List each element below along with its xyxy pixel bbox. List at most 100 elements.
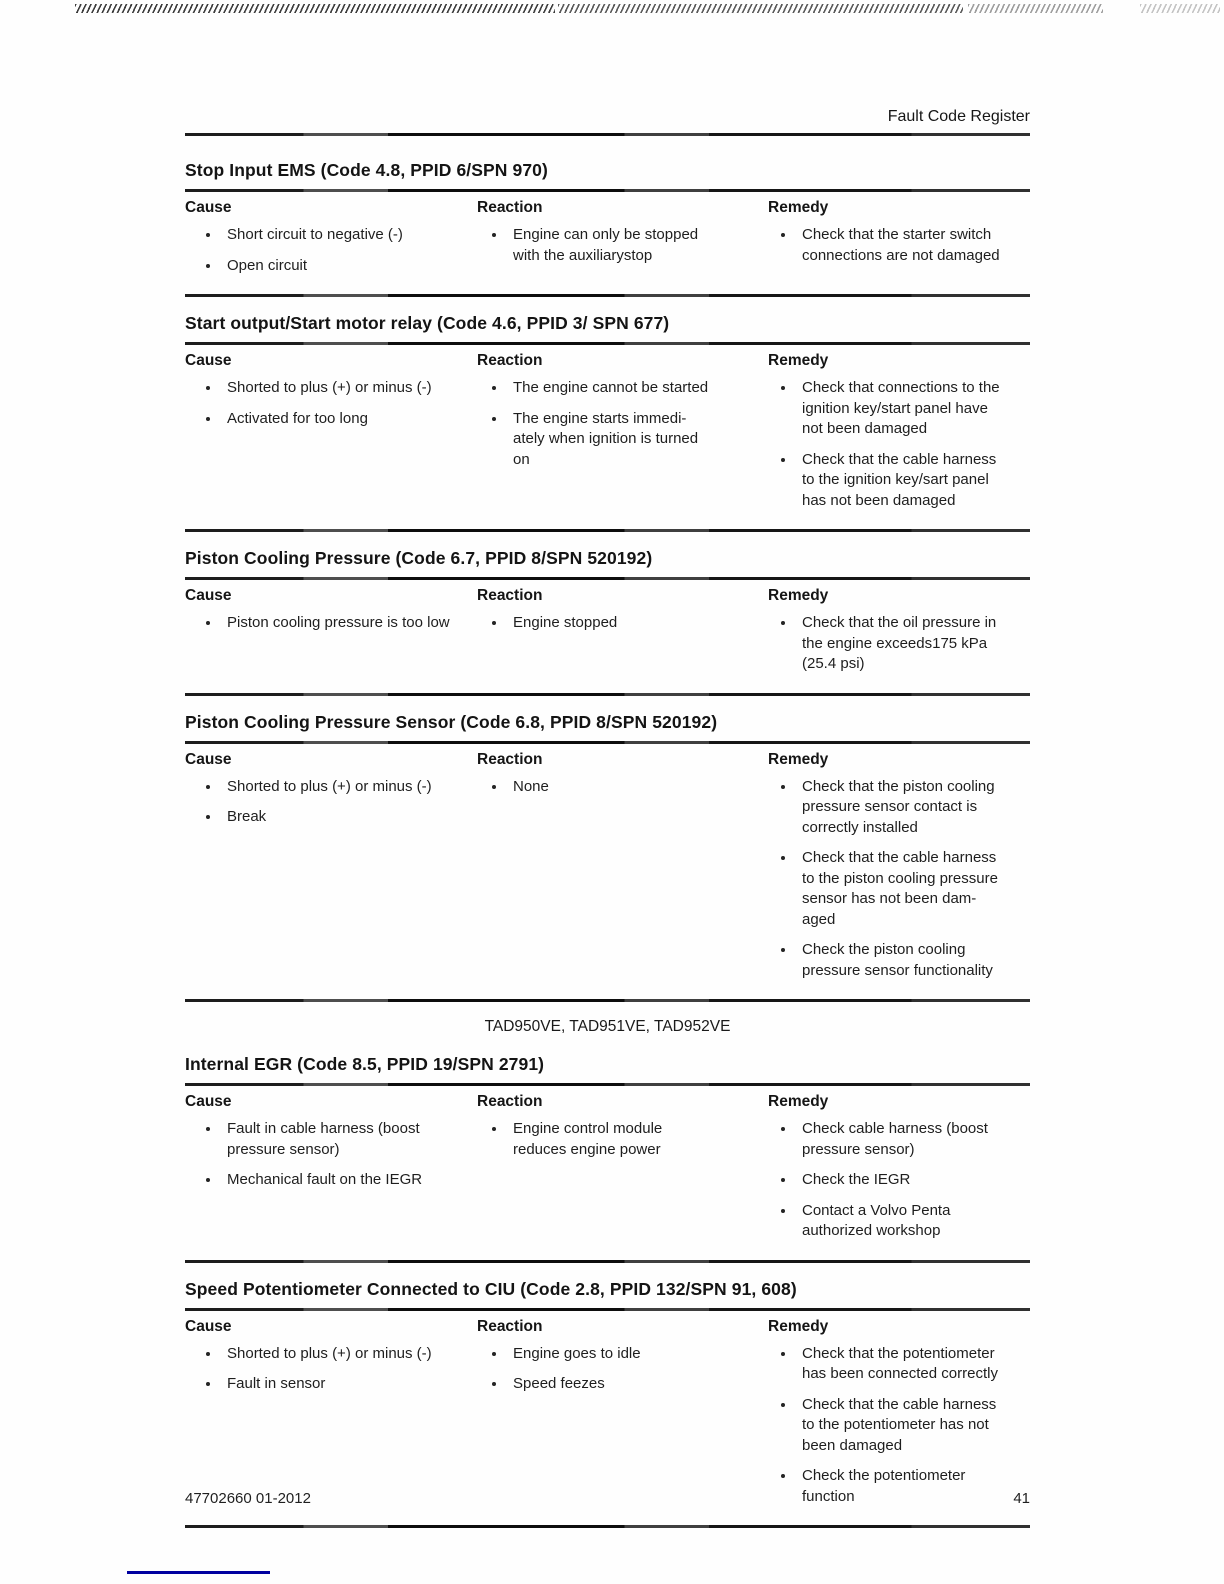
- column-header-remedy: Remedy: [768, 1317, 829, 1335]
- bullet-icon: [492, 1382, 496, 1386]
- reaction-column: Reaction Engine can only be stopped with…: [477, 199, 768, 286]
- divider: [185, 1307, 1030, 1311]
- list-item: The engine cannot be started: [477, 378, 715, 399]
- reaction-column: Reaction Engine goes to idle Speed feeze…: [477, 1318, 768, 1518]
- reaction-column: Reaction The engine cannot be started Th…: [477, 352, 768, 521]
- scan-blue-line-artifact: [127, 1571, 270, 1574]
- reaction-column: Reaction Engine stopped: [477, 587, 768, 685]
- bullet-icon: [206, 386, 210, 390]
- list-item: Check that the piston cooling pressure s…: [768, 777, 1008, 839]
- bullet-icon: [206, 416, 210, 421]
- list-item: Engine goes to idle: [477, 1344, 715, 1365]
- list-item: None: [477, 777, 715, 798]
- column-header-remedy: Remedy: [768, 1093, 829, 1110]
- fault-section-speed-potentiometer: Speed Potentiometer Connected to CIU (Co…: [185, 1278, 1030, 1528]
- section-title: Stop Input EMS (Code 4.8, PPID 6/SPN 970…: [185, 160, 548, 180]
- column-header-reaction: Reaction: [477, 1093, 543, 1110]
- bullet-icon: [206, 263, 210, 268]
- header-divider: [185, 133, 1030, 136]
- divider: [185, 1259, 1030, 1263]
- cause-column: Cause Piston cooling pressure is too low: [185, 587, 477, 685]
- divider: [185, 1525, 1030, 1528]
- list-item: Check cable harness (boost pressure sens…: [768, 1119, 1008, 1160]
- list-item: Fault in cable harness (boost pressure s…: [185, 1119, 452, 1160]
- fault-table: Cause Shorted to plus (+) or minus (-) F…: [185, 1318, 1030, 1518]
- bullet-icon: [781, 1402, 785, 1407]
- reaction-column: Reaction None: [477, 751, 768, 992]
- divider: [185, 1083, 1030, 1086]
- reaction-column: Reaction Engine control module reduces e…: [477, 1093, 768, 1252]
- bullet-icon: [781, 457, 785, 462]
- fault-section-piston-cooling-pressure: Piston Cooling Pressure (Code 6.7, PPID …: [185, 548, 1030, 696]
- divider: [185, 342, 1030, 345]
- scan-hatch-artifact: [968, 4, 1103, 13]
- fault-section-stop-input-ems: Stop Input EMS (Code 4.8, PPID 6/SPN 970…: [185, 160, 1030, 297]
- bullet-icon: [781, 1127, 785, 1131]
- footer-page-number: 41: [1013, 1490, 1030, 1507]
- cause-column: Cause Fault in cable harness (boost pres…: [185, 1093, 477, 1252]
- bullet-icon: [492, 621, 496, 625]
- column-header-cause: Cause: [185, 1317, 232, 1335]
- list-item: Check that the oil pressure in the engin…: [768, 613, 1008, 675]
- list-item: Check that the cable harness to the igni…: [768, 450, 1008, 512]
- divider: [185, 740, 1030, 744]
- list-item: Activated for too long: [185, 409, 452, 430]
- list-item: Open circuit: [185, 256, 452, 277]
- bullet-icon: [492, 1127, 496, 1131]
- column-header-remedy: Remedy: [768, 587, 829, 604]
- cause-column: Cause Shorted to plus (+) or minus (-) A…: [185, 352, 477, 521]
- divider: [185, 529, 1030, 532]
- column-header-remedy: Remedy: [768, 199, 829, 216]
- bullet-icon: [492, 386, 496, 390]
- remedy-column: Remedy Check that the starter switch con…: [768, 199, 1030, 286]
- divider: [185, 577, 1030, 580]
- bullet-icon: [781, 621, 785, 625]
- fault-table: Cause Piston cooling pressure is too low…: [185, 587, 1030, 685]
- list-item: Engine can only be stopped with the auxi…: [477, 225, 715, 266]
- bullet-icon: [781, 233, 785, 237]
- list-item: Shorted to plus (+) or minus (-): [185, 378, 452, 399]
- list-item: Check the IEGR: [768, 1170, 1008, 1191]
- page-header-title: Fault Code Register: [887, 108, 1030, 125]
- bullet-icon: [206, 233, 210, 237]
- bullet-icon: [492, 233, 496, 237]
- list-item: Mechanical fault on the IEGR: [185, 1170, 452, 1191]
- column-header-cause: Cause: [185, 352, 232, 369]
- list-item: Short circuit to negative (-): [185, 225, 452, 246]
- list-item: Check that the cable harness to the pote…: [768, 1395, 1008, 1457]
- bullet-icon: [781, 1208, 785, 1213]
- fault-section-start-output: Start output/Start motor relay (Code 4.6…: [185, 313, 1030, 532]
- remedy-column: Remedy Check that the oil pressure in th…: [768, 587, 1030, 685]
- bullet-icon: [206, 815, 210, 819]
- bullet-icon: [781, 1178, 785, 1182]
- list-item: The engine starts immedi-ately when igni…: [477, 409, 715, 471]
- list-item: Break: [185, 807, 452, 828]
- list-item: Shorted to plus (+) or minus (-): [185, 1344, 452, 1365]
- section-title: Piston Cooling Pressure Sensor (Code 6.8…: [185, 711, 718, 732]
- page-content: Stop Input EMS (Code 4.8, PPID 6/SPN 970…: [185, 160, 1030, 1544]
- column-header-reaction: Reaction: [477, 750, 543, 768]
- divider: [185, 294, 1030, 297]
- bullet-icon: [206, 1127, 210, 1131]
- column-header-cause: Cause: [185, 199, 232, 216]
- column-header-reaction: Reaction: [477, 587, 543, 604]
- bullet-icon: [206, 1178, 210, 1182]
- list-item: Contact a Volvo Penta authorized worksho…: [768, 1201, 1008, 1242]
- scan-hatch-artifact: [558, 4, 963, 13]
- fault-table: Cause Short circuit to negative (-) Open…: [185, 199, 1030, 286]
- fault-section-internal-egr: Internal EGR (Code 8.5, PPID 19/SPN 2791…: [185, 1054, 1030, 1263]
- column-header-reaction: Reaction: [477, 199, 543, 216]
- bullet-icon: [206, 621, 210, 625]
- list-item: Check the potentiometer function: [768, 1466, 1008, 1507]
- cause-column: Cause Shorted to plus (+) or minus (-) B…: [185, 751, 477, 992]
- bullet-icon: [781, 386, 785, 390]
- remedy-column: Remedy Check cable harness (boost pressu…: [768, 1093, 1030, 1252]
- engine-models-note: TAD950VE, TAD951VE, TAD952VE: [484, 1018, 731, 1035]
- remedy-column: Remedy Check that the potentiometer has …: [768, 1318, 1030, 1518]
- section-title: Speed Potentiometer Connected to CIU (Co…: [185, 1278, 797, 1299]
- cause-column: Cause Short circuit to negative (-) Open…: [185, 199, 477, 286]
- list-item: Check that the cable harness to the pist…: [768, 848, 1008, 930]
- scan-hatch-artifact: [1140, 4, 1220, 13]
- bullet-icon: [206, 1351, 210, 1356]
- fault-table: Cause Shorted to plus (+) or minus (-) B…: [185, 751, 1030, 992]
